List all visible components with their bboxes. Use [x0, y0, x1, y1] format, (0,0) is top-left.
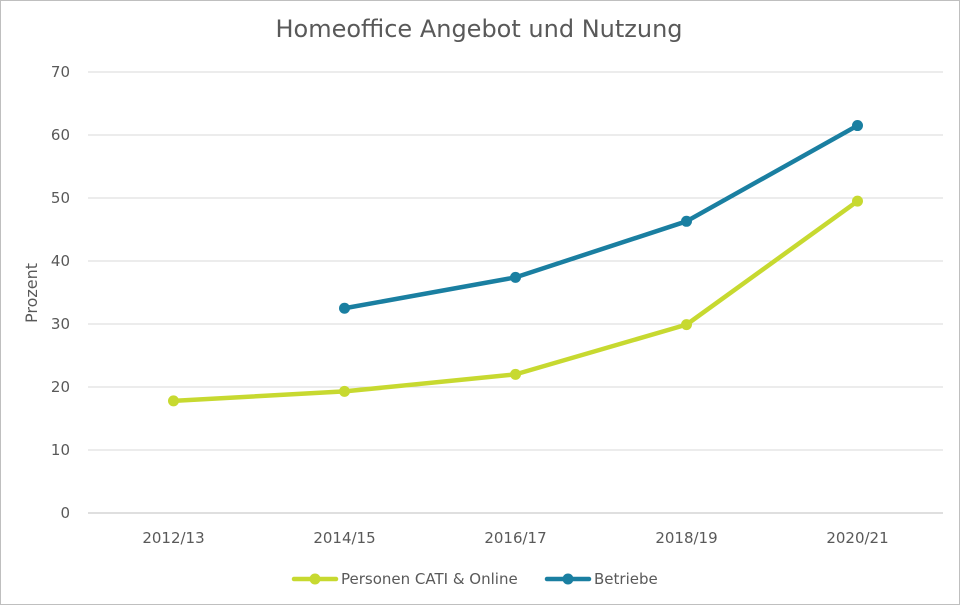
y-axis-title: Prozent [22, 263, 41, 323]
x-tick-label: 2012/13 [142, 529, 204, 547]
legend-label: Betriebe [594, 570, 658, 588]
gridlines [88, 71, 943, 514]
y-tick-label: 60 [51, 126, 70, 144]
data-point [852, 195, 863, 207]
y-tick-label: 70 [51, 63, 70, 81]
y-tick-label: 30 [51, 315, 70, 333]
data-point [510, 271, 521, 283]
legend-swatch-marker [562, 573, 574, 585]
data-point [168, 395, 179, 407]
data-point [510, 368, 521, 380]
y-axis-ticks: 0 10 20 30 40 50 60 70 [51, 63, 70, 522]
series-line-2 [342, 123, 860, 311]
x-tick-label: 2018/19 [655, 529, 717, 547]
x-tick-label: 2016/17 [484, 529, 546, 547]
series-lines [168, 120, 863, 407]
data-point [681, 215, 692, 227]
data-point [852, 120, 863, 132]
chart-title: Homeoffice Angebot und Nutzung [275, 15, 682, 43]
y-tick-label: 50 [51, 189, 70, 207]
y-tick-label: 10 [51, 441, 70, 459]
data-point [339, 302, 350, 314]
legend-swatch-marker [309, 573, 321, 585]
data-point [681, 319, 692, 331]
y-tick-label: 40 [51, 252, 70, 270]
x-tick-label: 2014/15 [313, 529, 375, 547]
y-tick-label: 20 [51, 378, 70, 396]
data-point [339, 385, 350, 397]
y-tick-label: 0 [60, 504, 70, 522]
legend-label: Personen CATI & Online [341, 570, 518, 588]
x-tick-label: 2020/21 [826, 529, 888, 547]
legend: Personen CATI & Online Betriebe [291, 570, 658, 588]
x-axis-ticks: 2012/13 2014/15 2016/17 2018/19 2020/21 [142, 529, 888, 547]
